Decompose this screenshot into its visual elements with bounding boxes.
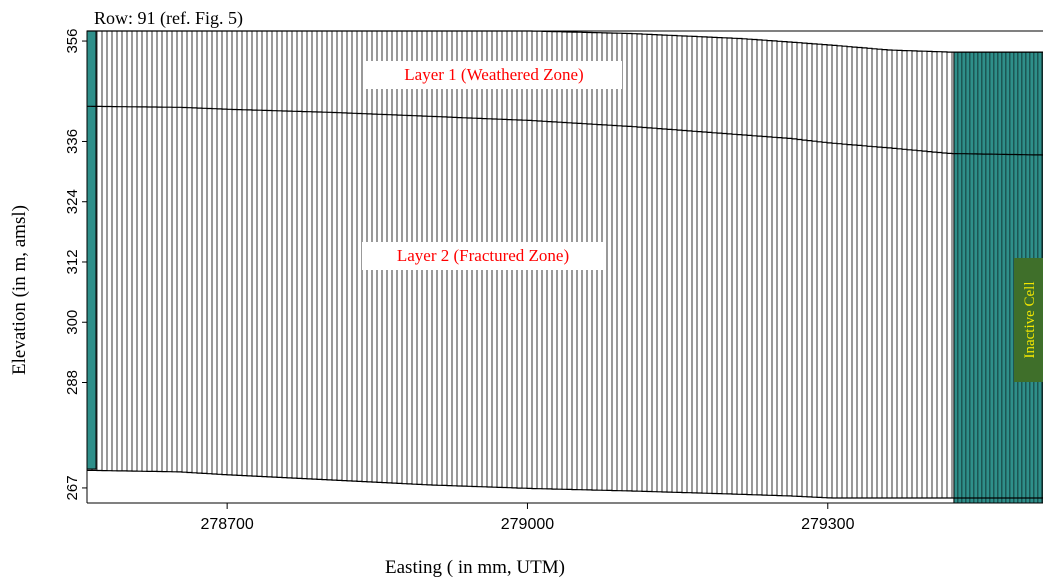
layer2-label: Layer 2 (Fractured Zone) [397, 246, 569, 265]
layer1-label: Layer 1 (Weathered Zone) [404, 65, 583, 84]
y-tick-label: 356 [64, 29, 81, 54]
row-title: Row: 91 (ref. Fig. 5) [94, 8, 243, 29]
x-ticks: 278700 279000 279300 [200, 503, 855, 533]
y-ticks: 267 288 300 312 324 336 356 [64, 29, 87, 500]
layer2-label-bg [362, 242, 604, 270]
inactive-cell-label-bg [1014, 258, 1043, 382]
y-tick-label: 300 [64, 310, 81, 335]
x-tick-label: 278700 [200, 516, 253, 533]
x-axis-label: Easting ( in mm, UTM) [385, 557, 565, 578]
layer-boundary-line [87, 105, 1043, 156]
y-tick-label: 267 [64, 475, 81, 500]
y-tick-label: 312 [64, 249, 81, 274]
x-tick-label: 279300 [801, 516, 854, 533]
top-surface-line [87, 30, 1043, 53]
y-tick-label: 336 [64, 129, 81, 154]
y-tick-label: 288 [64, 370, 81, 395]
inactive-column-left [86, 30, 97, 470]
layer1-label-bg [366, 61, 622, 89]
inactive-cell-label: Inactive Cell [1022, 281, 1038, 358]
x-tick-label: 279000 [501, 516, 554, 533]
axes [86, 30, 1043, 504]
bottom-surface-line [87, 469, 1043, 499]
y-axis-label: Elevation (in m, amsl) [9, 205, 30, 375]
y-tick-label: 324 [64, 189, 81, 214]
